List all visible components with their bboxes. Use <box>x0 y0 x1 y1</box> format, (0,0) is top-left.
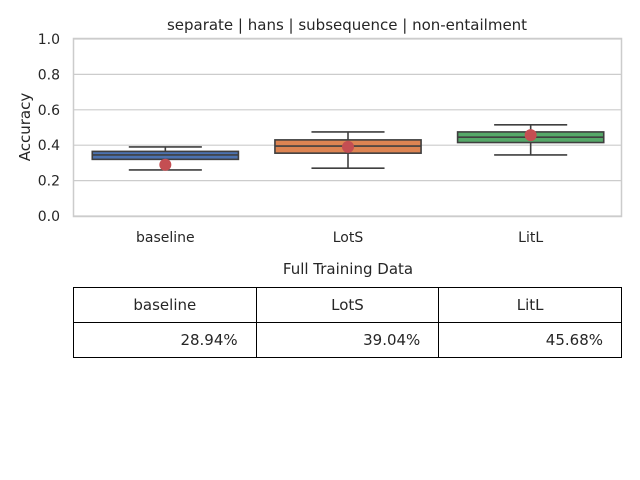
table-header-cell: LitL <box>438 287 622 323</box>
box-baseline <box>91 146 240 171</box>
box-litl <box>456 124 605 156</box>
x-tick-labels: baseline LotS LitL <box>136 230 543 246</box>
box-lots <box>274 131 422 170</box>
table-value-cell: 28.94% <box>73 322 257 358</box>
x-tick-label: LotS <box>333 230 364 246</box>
mean-marker <box>524 129 537 142</box>
table-header-row: baseline LotS LitL <box>73 287 622 323</box>
y-axis-label: Accuracy <box>16 93 34 162</box>
chart-title: separate | hans | subsequence | non-enta… <box>167 16 527 34</box>
table-header-cell: baseline <box>73 287 257 323</box>
results-table: baseline LotS LitL 28.94% 39.04% 45.68% <box>73 287 622 358</box>
box-series <box>91 124 605 171</box>
y-tick-label: 0.0 <box>38 209 60 225</box>
table-row: 28.94% 39.04% 45.68% <box>73 322 622 358</box>
y-tick-label: 0.4 <box>38 138 60 154</box>
table-value-cell: 39.04% <box>255 322 440 358</box>
y-tick-label: 0.8 <box>38 67 60 83</box>
mean-marker <box>342 140 354 153</box>
y-tick-label: 0.6 <box>38 103 60 119</box>
table-value-cell: 45.68% <box>438 322 622 358</box>
y-tick-label: 0.2 <box>38 174 60 190</box>
x-tick-label: LitL <box>518 230 543 246</box>
x-tick-label: baseline <box>136 230 195 246</box>
mean-marker <box>159 158 172 171</box>
plot-frame <box>72 37 623 218</box>
y-tick-labels: 0.0 0.2 0.4 0.6 0.8 1.0 <box>38 32 60 225</box>
table-title: Full Training Data <box>282 260 414 278</box>
accuracy-box-plot: separate | hans | subsequence | non-enta… <box>16 16 623 246</box>
table-header-cell: LotS <box>255 287 440 323</box>
grid-lines <box>74 38 622 217</box>
y-tick-label: 1.0 <box>38 32 60 48</box>
